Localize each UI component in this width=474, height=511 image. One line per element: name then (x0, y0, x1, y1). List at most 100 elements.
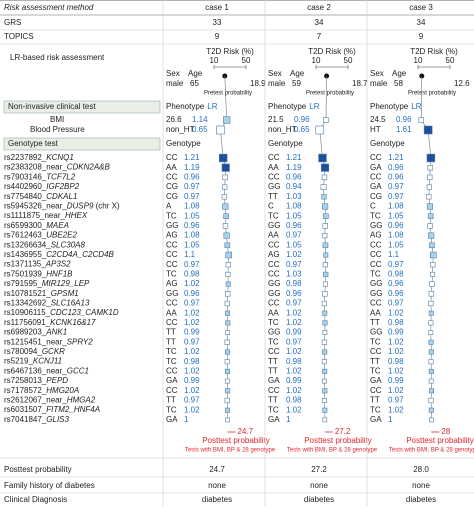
lr-square (322, 310, 328, 316)
snp-gene: SLC16A13 (51, 299, 90, 308)
snp-id: rs2237892_ (4, 153, 47, 162)
genotype: CC (166, 299, 178, 308)
bp-lr: 1.61 (396, 125, 412, 134)
lr-square (322, 330, 328, 336)
snp-label: rs4402960_IGF2BP2 (4, 182, 80, 191)
snp-gene: DUSP9 (67, 202, 94, 211)
lr-square (322, 232, 328, 239)
genotype-lr: 0.97 (388, 192, 404, 201)
pretest-value: 18.7 (352, 79, 368, 88)
genotype-lr: 0.97 (286, 337, 302, 346)
lr-square (225, 251, 232, 259)
genotype-lr: 0.97 (286, 299, 302, 308)
diagnosis-value: diabetes (406, 495, 436, 504)
pretest-value: 18.9 (250, 79, 266, 88)
lr-square (225, 310, 231, 316)
snp-id: rs6031507_ (4, 405, 47, 414)
lr-square (224, 407, 230, 413)
section-box (3, 100, 161, 114)
snp-id: rs7041847_ (4, 415, 47, 424)
snp-suffix: (chr X) (93, 202, 120, 211)
genotype: TC (166, 405, 177, 414)
genotype-lr: 1.21 (286, 153, 302, 162)
snp-label: rs13342692_SLC16A13 (4, 299, 90, 308)
genotype: AG (166, 279, 178, 288)
family-value: none (208, 481, 226, 490)
genotype-lr: 1.02 (286, 308, 302, 317)
snp-gene: SPRY2 (67, 337, 93, 346)
genotype: TC (166, 211, 177, 220)
genotype-lr: 0.99 (388, 376, 404, 385)
genotype: CC (370, 260, 382, 269)
snp-gene: CDKAL1 (46, 192, 77, 201)
lr-square (224, 349, 230, 355)
lr-square (426, 184, 432, 190)
genotype-lr: 1.02 (184, 386, 200, 395)
genotype-lr: 1.03 (286, 192, 302, 201)
tests-note: Tests with BMI, BP & 28 genotype (389, 448, 474, 454)
genotype: TT (166, 337, 176, 346)
lr-square (222, 223, 229, 229)
lr-square (223, 213, 229, 219)
case-header: case 1 (205, 3, 229, 12)
genotype-lr: 1.1 (184, 250, 196, 259)
genotype: TC (370, 270, 381, 279)
genotype-lr: 0.98 (286, 279, 302, 288)
snp-gene: PEPD (46, 376, 68, 385)
genotype: AA (268, 231, 279, 240)
snp-label: rs6599300_MAEA (4, 221, 69, 230)
snp-label: rs7041847_GLIS3 (4, 415, 69, 424)
lr-square (221, 163, 230, 172)
section-genotype: Genotype test (8, 139, 59, 148)
genotype-header: Genotype (268, 139, 303, 148)
snp-gene: HNF1B (46, 270, 73, 279)
genotype-lr: 0.96 (184, 289, 200, 298)
lr-square (222, 203, 229, 210)
genotype: CC (268, 240, 280, 249)
genotype-lr: 1 (388, 415, 393, 424)
family-value: none (412, 481, 430, 490)
lr-square (223, 232, 230, 239)
genotype: TC (370, 211, 381, 220)
genotype-lr: 0.96 (388, 163, 404, 172)
snp-id: rs6467136_near_ (4, 367, 67, 376)
genotype-lr: 1.02 (388, 337, 404, 346)
lr-square (321, 339, 328, 345)
snp-gene: HHEX (65, 211, 88, 220)
risk-tick-label: 50 (344, 56, 353, 65)
lr-square (225, 388, 231, 394)
genotype-lr: 0.97 (184, 182, 200, 191)
lr-square (428, 339, 434, 345)
snp-label: rs1371135_AP3S2 (4, 260, 71, 269)
genotype: TC (370, 337, 381, 346)
genotype-lr: 1.02 (184, 318, 200, 327)
lr-square (225, 417, 230, 423)
genotype-lr: 1.02 (286, 367, 302, 376)
pretest-label: Pretest probability (204, 91, 252, 97)
genotype: TC (166, 270, 177, 279)
lr-square (223, 116, 231, 124)
lr-word: LR (207, 102, 217, 111)
snp-gene: HMGA2 (67, 396, 96, 405)
snp-gene: GPSM1 (51, 289, 79, 298)
genotype-lr: 1.08 (388, 231, 404, 240)
genotype: CC (166, 240, 178, 249)
snp-label: rs1215451_near_SPRY2 (4, 337, 93, 346)
method-header: Risk assessment method (4, 3, 94, 12)
genotype-lr: 1.02 (184, 367, 200, 376)
genotype: TC (166, 357, 177, 366)
lr-square (224, 339, 230, 345)
genotype: TC (370, 405, 381, 414)
phenotype-label: BMI (50, 115, 64, 124)
snp-id: rs13266634_ (4, 240, 51, 249)
genotype: CG (370, 192, 382, 201)
genotype-lr: 0.99 (286, 376, 302, 385)
genotype: GA (370, 163, 382, 172)
lr-square (428, 359, 434, 365)
lr-square (225, 330, 231, 336)
lr-square (430, 262, 436, 268)
genotype-lr: 1.03 (286, 270, 302, 279)
snp-id: rs1215451_near_ (4, 337, 67, 346)
snp-label: rs11756091_KCNK16&17 (4, 318, 96, 327)
topics-value: 9 (419, 32, 424, 41)
